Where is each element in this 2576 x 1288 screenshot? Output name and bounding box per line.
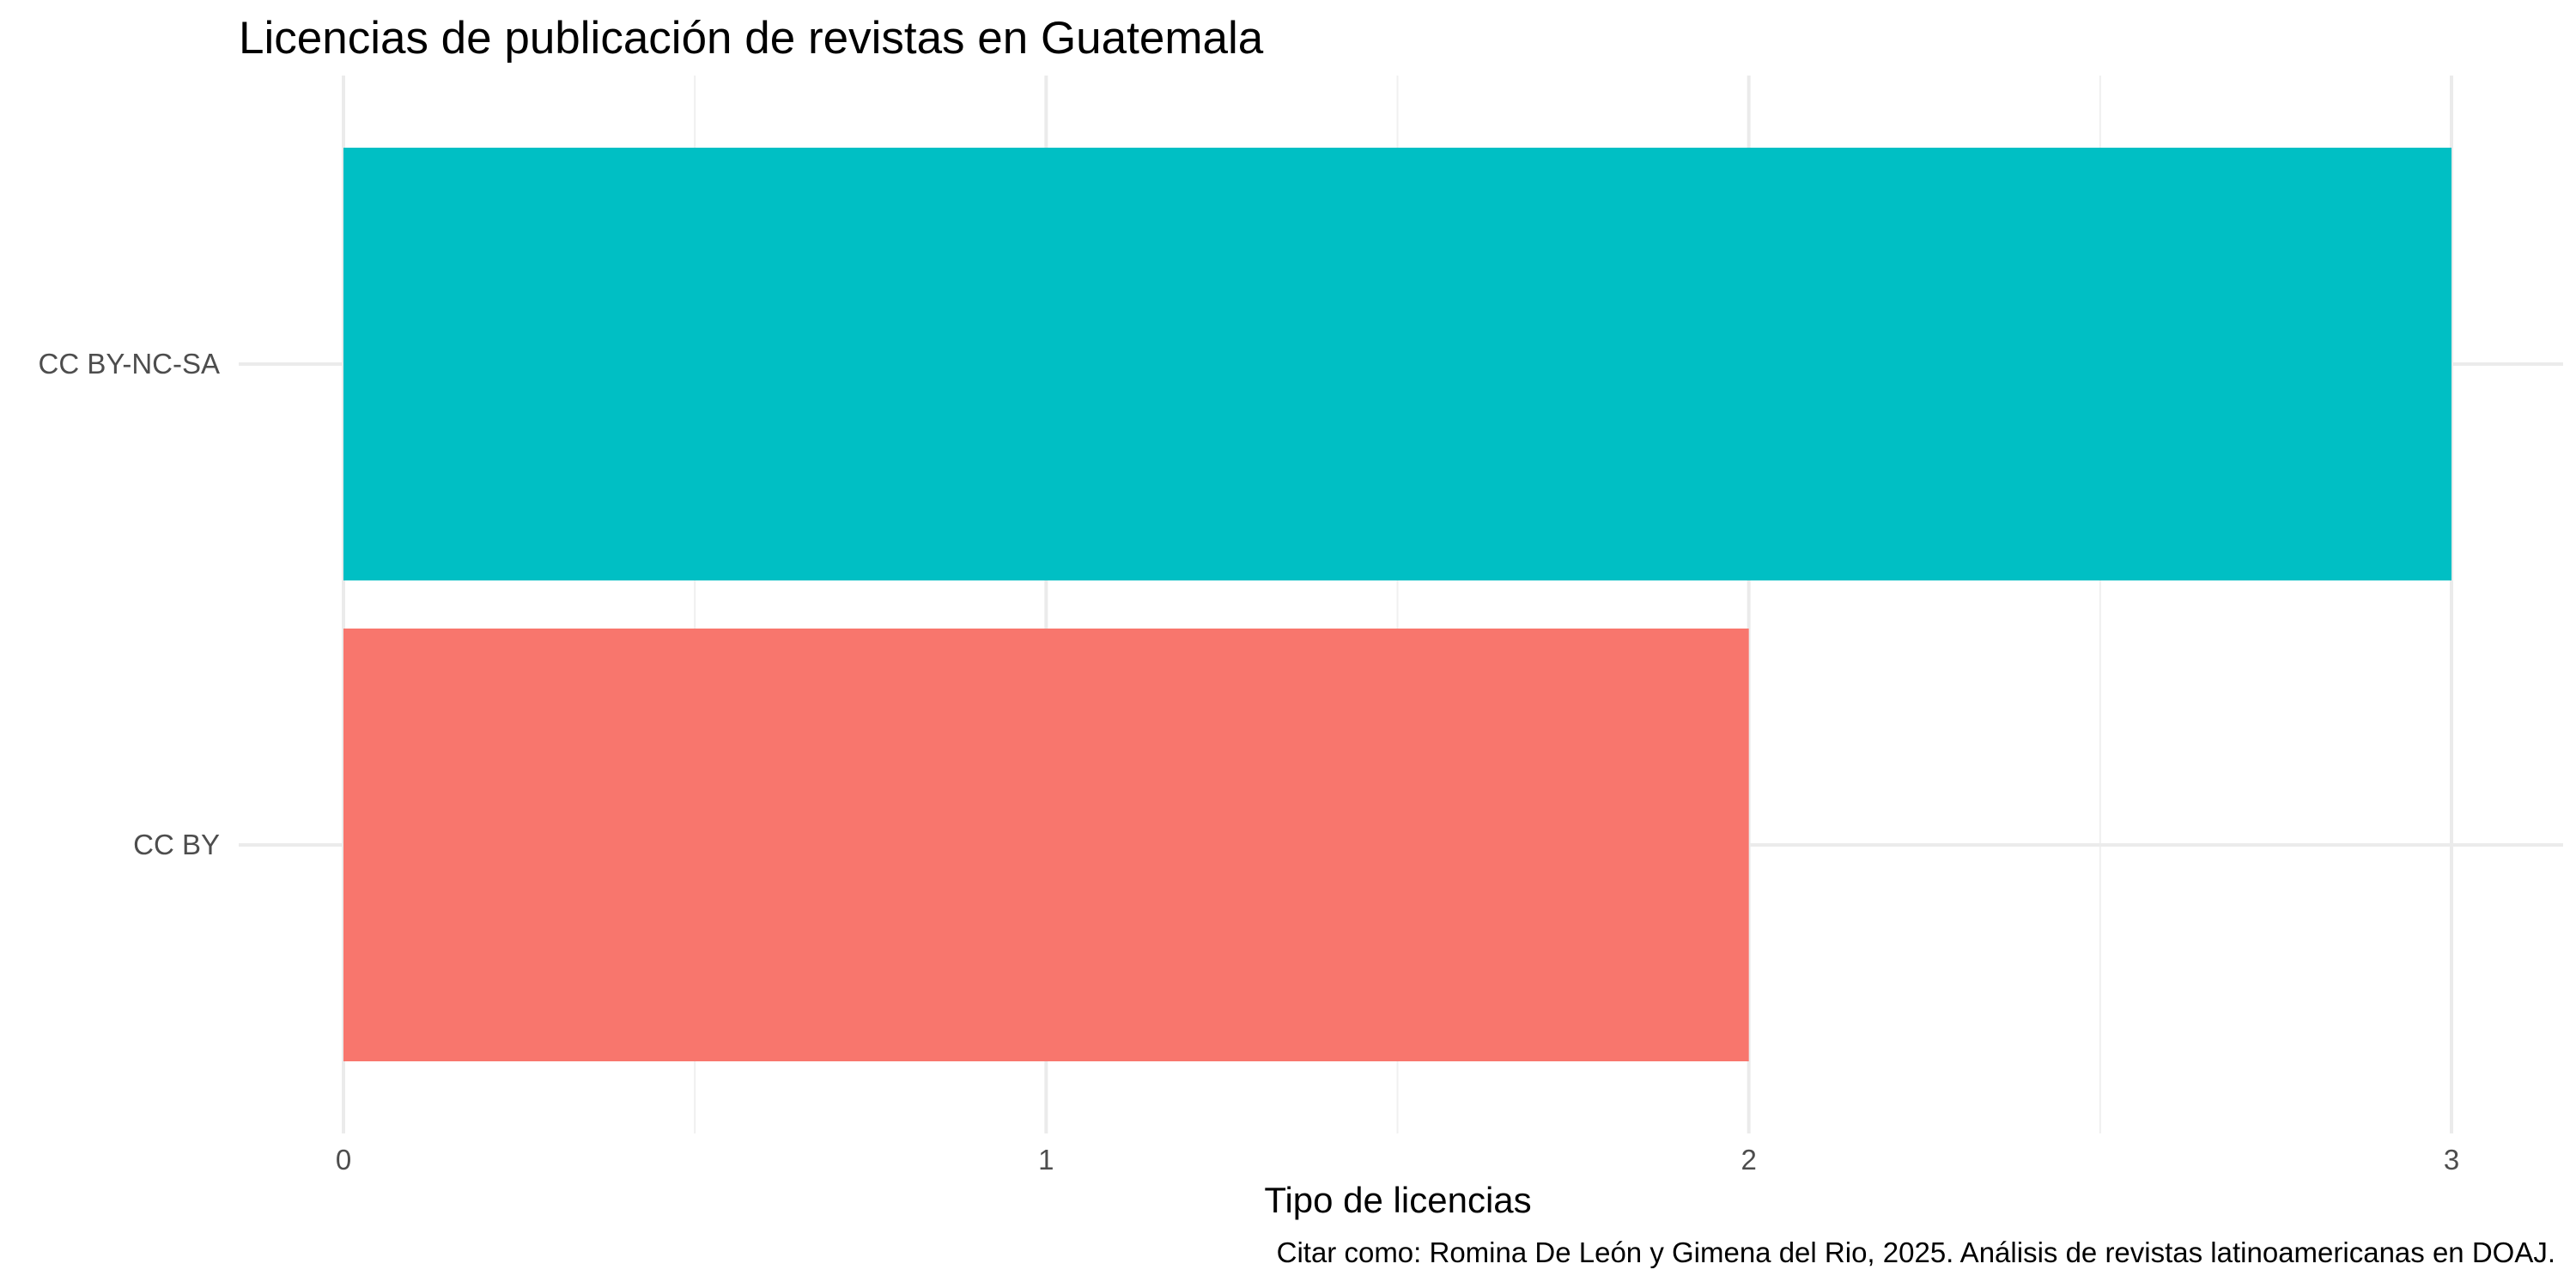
y-tick-label: CC BY bbox=[133, 829, 220, 860]
bars bbox=[343, 148, 2451, 1061]
x-tick-label: 0 bbox=[336, 1144, 351, 1176]
x-tick-label: 3 bbox=[2444, 1144, 2459, 1176]
x-axis-title: Tipo de licencias bbox=[1264, 1180, 1531, 1220]
bar-cc-by bbox=[343, 629, 1749, 1061]
x-tick-label: 2 bbox=[1741, 1144, 1756, 1176]
x-tick-labels: 0 1 2 3 bbox=[336, 1144, 2459, 1176]
bar-cc-by-nc-sa bbox=[343, 148, 2451, 580]
chart-title: Licencias de publicación de revistas en … bbox=[239, 13, 1264, 64]
y-tick-label: CC BY-NC-SA bbox=[39, 348, 221, 380]
chart-caption: Citar como: Romina De León y Gimena del … bbox=[1277, 1236, 2555, 1268]
y-tick-labels: CC BY CC BY-NC-SA bbox=[39, 348, 221, 860]
x-tick-label: 1 bbox=[1038, 1144, 1054, 1176]
